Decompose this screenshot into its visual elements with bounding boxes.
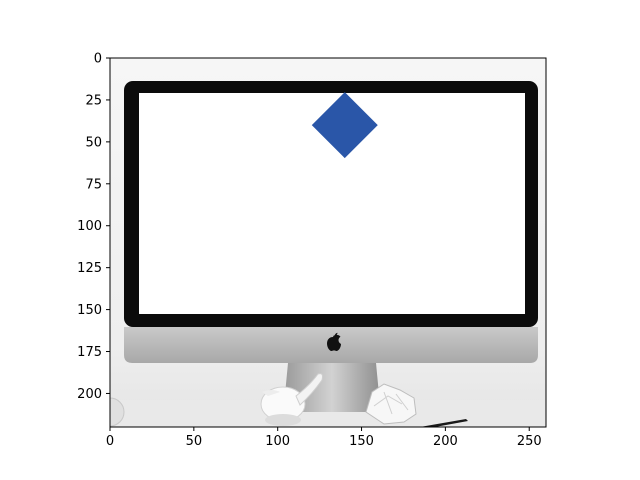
x-tick-label: 50: [186, 434, 203, 449]
monitor-stand: [284, 363, 380, 412]
y-tick-label: 25: [85, 93, 102, 108]
y-tick-label: 50: [85, 135, 102, 150]
x-tick-label: 150: [349, 434, 374, 449]
pen: [420, 419, 468, 427]
apple-logo-icon: [327, 332, 341, 351]
round-object: [110, 397, 125, 427]
bird-figurine: [260, 373, 323, 426]
diamond-marker: [311, 92, 378, 159]
data-marks: [311, 92, 378, 159]
y-tick-label: 0: [94, 52, 102, 67]
y-tick-label: 125: [77, 261, 102, 276]
y-tick-label: 100: [77, 219, 102, 234]
y-tick-label: 200: [77, 387, 102, 402]
x-axis: 0 50 100 150 200 250: [106, 427, 542, 449]
y-axis: 0 25 50 75 100 125 150 175 200: [77, 52, 110, 402]
y-tick-label: 75: [85, 177, 102, 192]
x-tick-label: 100: [265, 434, 290, 449]
x-tick-label: 200: [433, 434, 458, 449]
axes-frame: [109, 57, 547, 428]
x-tick-label: 0: [106, 434, 114, 449]
x-tick-label: 250: [517, 434, 542, 449]
y-tick-label: 175: [77, 345, 102, 360]
y-tick-label: 150: [77, 303, 102, 318]
background-photo: [110, 58, 546, 427]
crumpled-paper: [365, 383, 417, 425]
